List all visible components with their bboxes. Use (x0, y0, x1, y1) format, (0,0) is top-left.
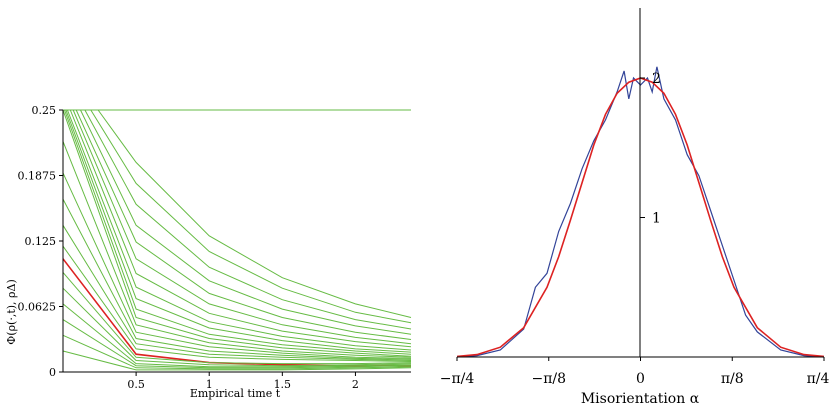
right-x-tick-label: 0 (636, 371, 645, 387)
right-x-tick-label: −π/4 (440, 371, 475, 387)
right-y-tick-label: 1 (652, 211, 661, 227)
left-series-line (75, 109, 412, 340)
left-y-tick-label: 0 (49, 366, 56, 379)
left-series-line (80, 109, 412, 335)
left-series-line (64, 109, 412, 355)
left-x-tick-label: 2 (352, 378, 359, 391)
left-y-tick-label: 0.25 (32, 104, 57, 117)
right-x-axis-title: Misorientation α (581, 391, 700, 407)
left-series-line (62, 303, 412, 368)
left-series-line (62, 319, 412, 369)
left-y-tick-label: 0.0625 (18, 301, 57, 314)
left-x-tick-label: 1.5 (274, 378, 292, 391)
right-x-tick-label: π/4 (807, 371, 830, 387)
left-chart-lines (62, 109, 412, 371)
left-x-axis-title: Empirical time t (190, 387, 281, 400)
left-y-tick-label: 0.1875 (18, 170, 57, 183)
left-x-tick-label: 0.5 (127, 378, 145, 391)
left-series-line (62, 141, 412, 358)
right-x-tick-label: −π/8 (531, 371, 566, 387)
left-series-line (65, 109, 412, 353)
left-x-tick-label: 1 (206, 378, 213, 391)
left-series-line (62, 109, 412, 357)
left-chart-ticks: 0.5 1 1.5 2 0 0.0625 0.125 0.1875 0.25 (18, 104, 359, 391)
left-series-line (90, 109, 412, 324)
left-series-line (62, 272, 412, 365)
left-series-line (66, 109, 412, 351)
left-y-axis-title: Φ(ρ(·,t), ρΔ) (5, 279, 18, 344)
left-series-line (62, 225, 412, 361)
left-series-line (62, 287, 412, 367)
left-series-line (97, 109, 412, 318)
left-series-line (69, 109, 412, 348)
left-y-tick-label: 0.125 (25, 235, 57, 248)
right-chart-ticks: −π/4 −π/8 0 π/8 π/4 1 2 (440, 71, 830, 387)
left-series-line (62, 172, 412, 359)
left-series-line (62, 334, 412, 370)
left-series-line (84, 109, 412, 330)
left-series-line (72, 109, 412, 345)
left-series-line (62, 245, 412, 362)
right-y-tick-label: 2 (652, 71, 661, 87)
left-series-line (62, 350, 412, 371)
left-series-line (62, 198, 412, 360)
right-x-tick-label: π/8 (721, 371, 744, 387)
